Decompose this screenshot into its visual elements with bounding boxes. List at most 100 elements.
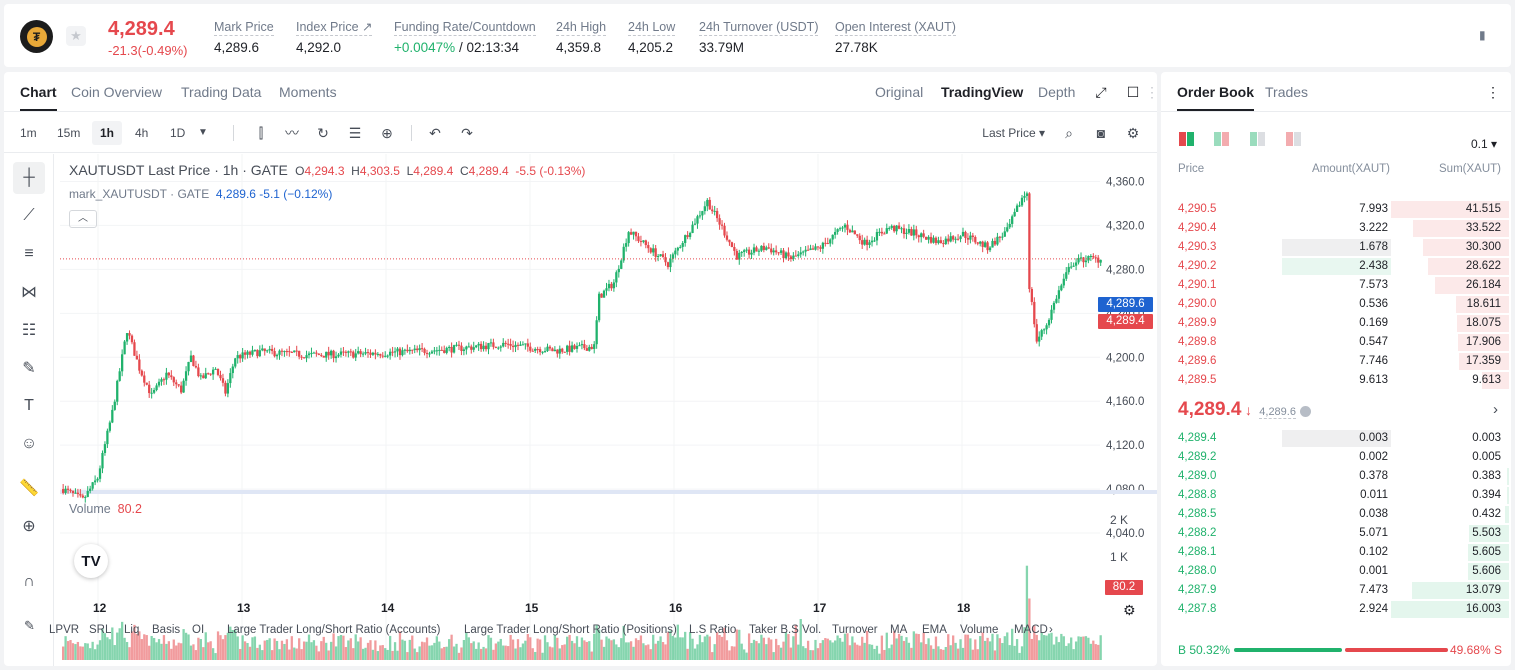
tab-order-book[interactable]: Order Book: [1177, 84, 1255, 111]
indicator-srl[interactable]: SRL: [89, 624, 112, 636]
bid-row[interactable]: 4,287.8 2.924 16.003: [1161, 600, 1511, 619]
indicator-volume[interactable]: Volume: [960, 624, 999, 636]
ask-row[interactable]: 4,290.2 2.438 28.622: [1161, 257, 1511, 276]
chart-canvas[interactable]: 4,360.04,320.04,280.04,240.04,200.04,160…: [60, 154, 1157, 666]
interval-15m[interactable]: 15m: [57, 126, 81, 140]
window-icon[interactable]: ☐: [1126, 84, 1140, 100]
bid-row[interactable]: 4,289.4 0.003 0.003: [1161, 429, 1511, 448]
tab-coin-overview[interactable]: Coin Overview: [71, 84, 163, 100]
tab-trading-data[interactable]: Trading Data: [181, 84, 262, 100]
indicator-basis[interactable]: Basis: [152, 624, 181, 636]
edit-icon[interactable]: ✎: [24, 618, 35, 633]
mode-bids-icon[interactable]: [1250, 132, 1266, 146]
indicator-large-trader-long-short-ratio-positions-[interactable]: Large Trader Long/Short Ratio (Positions…: [464, 624, 677, 636]
refresh-icon[interactable]: ↻: [317, 125, 329, 141]
bid-row[interactable]: 4,288.5 0.038 0.432: [1161, 505, 1511, 524]
mode-asks-icon[interactable]: [1286, 132, 1302, 146]
tab-chart[interactable]: Chart: [20, 84, 57, 111]
gear-icon[interactable]: ⚙: [1126, 125, 1140, 141]
stat-4: 24h Low 4,205.2: [628, 19, 676, 55]
mode-both-icon[interactable]: [1179, 132, 1195, 146]
indicator-taker-b-s-vol-[interactable]: Taker B.S Vol.: [749, 624, 822, 636]
interval-1d[interactable]: 1D: [170, 126, 186, 140]
stat-label: Open Interest (XAUT): [835, 20, 956, 36]
candle-body: [1074, 262, 1078, 266]
ask-row[interactable]: 4,290.1 7.573 26.184: [1161, 276, 1511, 295]
favorite-star-icon[interactable]: ★: [66, 26, 86, 46]
view-depth[interactable]: Depth: [1038, 84, 1076, 100]
bid-row[interactable]: 4,288.0 0.001 5.606: [1161, 562, 1511, 581]
redo-icon[interactable]: ↷: [461, 125, 473, 141]
camera-icon[interactable]: ◙: [1096, 125, 1106, 141]
view-tradingview[interactable]: TradingView: [941, 84, 1024, 100]
bid-row[interactable]: 4,288.2 5.071 5.503: [1161, 524, 1511, 543]
template-icon[interactable]: ☰: [348, 125, 362, 141]
trend-line-icon[interactable]: ⟋: [23, 207, 35, 224]
collapse-legend-button[interactable]: ︿: [69, 210, 97, 228]
more-icon[interactable]: ⋮: [1486, 84, 1500, 100]
drag-handle-icon[interactable]: ⋮: [1145, 84, 1157, 100]
emoji-icon[interactable]: ☺: [20, 435, 38, 452]
indicator-large-trader-long-short-ratio-accounts-[interactable]: Large Trader Long/Short Ratio (Accounts): [227, 624, 441, 636]
indicator-macd[interactable]: MACD: [1014, 624, 1048, 636]
indicator-oi[interactable]: OI: [192, 624, 205, 636]
view-original[interactable]: Original: [875, 84, 924, 100]
stat-label: Funding Rate/Countdown: [394, 20, 536, 36]
indicator-lpvr[interactable]: LPVR: [49, 624, 80, 636]
ask-row[interactable]: 4,290.3 1.678 30.300: [1161, 238, 1511, 257]
volume-bar: [1040, 632, 1043, 660]
bid-row[interactable]: 4,288.1 0.102 5.605: [1161, 543, 1511, 562]
chevron-down-icon[interactable]: ▼: [198, 127, 208, 138]
search-icon[interactable]: ⌕: [1065, 125, 1073, 141]
ask-row[interactable]: 4,289.5 9.613 9.613: [1161, 371, 1511, 390]
horizontal-lines-icon[interactable]: ≡: [24, 245, 34, 262]
stat-label[interactable]: Index Price ↗: [296, 20, 373, 36]
chevron-right-icon[interactable]: ›: [1493, 401, 1498, 418]
brush-icon[interactable]: ✎: [22, 360, 36, 377]
interval-4h[interactable]: 4h: [135, 126, 149, 140]
indicator-l-s-ratio[interactable]: L.S Ratio: [689, 624, 737, 636]
candlestick-icon[interactable]: ⫿: [258, 125, 264, 141]
ask-row[interactable]: 4,289.8 0.547 17.906: [1161, 333, 1511, 352]
ask-row[interactable]: 4,290.5 7.993 41.515: [1161, 200, 1511, 219]
interval-1m[interactable]: 1m: [20, 126, 37, 140]
ask-amount: 2.438: [1359, 260, 1388, 272]
bid-row[interactable]: 4,289.2 0.002 0.005: [1161, 448, 1511, 467]
precision-select[interactable]: 0.1 ▾: [1470, 137, 1497, 151]
mid-price-row[interactable]: 4,289.4 ↓ 4,289.6 ›: [1178, 399, 1498, 423]
volume-bar: [720, 636, 724, 660]
bid-row[interactable]: 4,288.8 0.011 0.394: [1161, 486, 1511, 505]
ask-row[interactable]: 4,290.0 0.536 18.611: [1161, 295, 1511, 314]
tab-trades[interactable]: Trades: [1265, 84, 1309, 100]
info-icon[interactable]: [1299, 406, 1311, 418]
tab-moments[interactable]: Moments: [279, 84, 337, 100]
bid-row[interactable]: 4,287.9 7.473 13.079: [1161, 581, 1511, 600]
book-icon[interactable]: ▮: [1479, 28, 1486, 42]
candlestick-chart[interactable]: 4,360.04,320.04,280.04,240.04,200.04,160…: [60, 154, 1157, 666]
fib-icon[interactable]: ☷: [21, 322, 37, 339]
chevron-right-icon[interactable]: ›: [1049, 624, 1053, 636]
ask-row[interactable]: 4,289.6 7.746 17.359: [1161, 352, 1511, 371]
indicator-ema[interactable]: EMA: [922, 624, 947, 636]
zoom-in-icon[interactable]: ⊕: [22, 518, 36, 535]
mode-both-alt-icon[interactable]: [1214, 132, 1230, 146]
ruler-icon[interactable]: 📏: [19, 480, 39, 497]
bid-row[interactable]: 4,289.0 0.378 0.383: [1161, 467, 1511, 486]
crosshair-icon[interactable]: ┼: [13, 162, 45, 194]
indicator-turnover[interactable]: Turnover: [832, 624, 878, 636]
tradingview-logo[interactable]: TV: [74, 544, 108, 578]
indicators-icon[interactable]: 〰: [285, 125, 299, 141]
indicator-ma[interactable]: MA: [890, 624, 908, 636]
axis-settings-icon[interactable]: ⚙: [1123, 603, 1136, 619]
magnet-icon[interactable]: ∩: [23, 573, 35, 590]
text-icon[interactable]: T: [24, 397, 34, 414]
interval-1h[interactable]: 1h: [92, 121, 123, 145]
pattern-icon[interactable]: ⋈: [21, 284, 37, 301]
ask-row[interactable]: 4,290.4 3.222 33.522: [1161, 219, 1511, 238]
ask-row[interactable]: 4,289.9 0.169 18.075: [1161, 314, 1511, 333]
price-type-select[interactable]: Last Price ▾: [982, 126, 1045, 140]
indicator-liq[interactable]: Liq: [124, 624, 140, 636]
expand-icon[interactable]: ⤢: [1095, 84, 1107, 100]
add-alert-icon[interactable]: ⊕: [381, 125, 393, 141]
undo-icon[interactable]: ↶: [429, 125, 441, 141]
